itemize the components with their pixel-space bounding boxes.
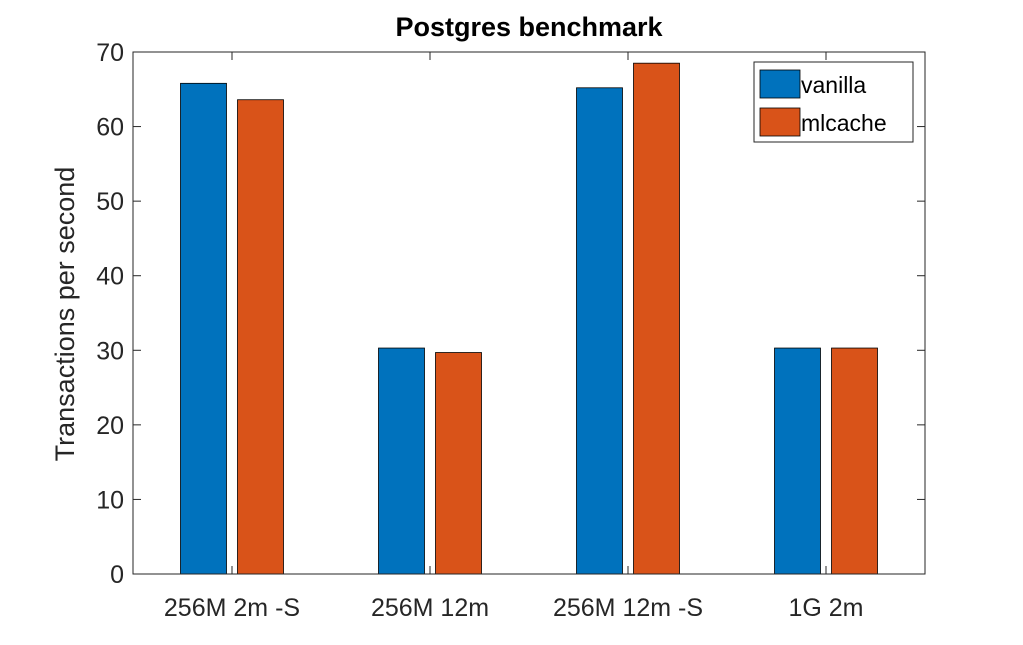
bar-mlcache bbox=[633, 62, 680, 575]
bar-vanilla bbox=[774, 347, 821, 575]
y-axis-label: Transactions per second bbox=[50, 167, 80, 462]
bar-vanilla bbox=[576, 87, 623, 575]
bar-mlcache bbox=[831, 347, 878, 575]
bar-mlcache bbox=[237, 99, 284, 575]
bar-mlcache bbox=[435, 352, 482, 575]
chart-title: Postgres benchmark bbox=[395, 12, 663, 42]
legend-label-mlcache: mlcache bbox=[801, 110, 887, 136]
x-tick-label: 256M 12m bbox=[371, 594, 489, 622]
y-tick-label: 20 bbox=[96, 412, 124, 440]
axes-group: 0 10 20 30 40 50 60 70 256M 2m -S 256M 12m 256M 12… bbox=[96, 39, 926, 622]
y-tick-label: 10 bbox=[96, 486, 124, 514]
y-tick-label: 30 bbox=[96, 337, 124, 365]
axes-box bbox=[132, 51, 926, 575]
legend-label-vanilla: vanilla bbox=[801, 72, 866, 98]
legend: vanilla mlcache bbox=[753, 61, 914, 143]
x-tick-label: 1G 2m bbox=[788, 594, 863, 622]
legend-swatch-vanilla bbox=[759, 69, 801, 99]
y-tick-label: 50 bbox=[96, 188, 124, 216]
legend-swatch-mlcache bbox=[759, 107, 801, 137]
bars-group bbox=[180, 62, 878, 575]
x-tick-label: 256M 2m -S bbox=[164, 594, 300, 622]
x-tick-label: 256M 12m -S bbox=[553, 594, 703, 622]
bar-vanilla bbox=[180, 82, 227, 575]
y-tick-label: 0 bbox=[110, 561, 124, 589]
y-tick-label: 70 bbox=[96, 39, 124, 67]
bar-vanilla bbox=[378, 347, 425, 575]
y-tick-label: 60 bbox=[96, 114, 124, 142]
y-tick-label: 40 bbox=[96, 263, 124, 291]
